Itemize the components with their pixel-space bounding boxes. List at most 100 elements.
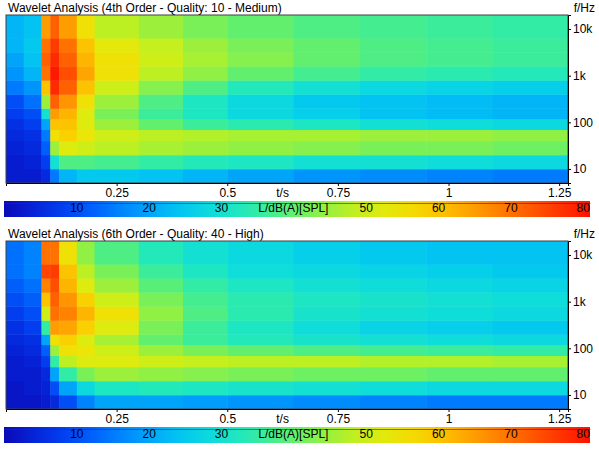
heatmap-cell xyxy=(227,130,294,142)
heatmap-cell xyxy=(360,52,427,67)
heatmap-cell xyxy=(6,130,24,142)
colorbar-tick-label: 60 xyxy=(432,427,446,441)
heatmap-cell xyxy=(493,306,568,321)
heatmap-cell xyxy=(24,320,42,335)
heatmap-cell xyxy=(426,155,493,170)
heatmap-cell xyxy=(183,38,228,53)
colorbar-tick-label: 10 xyxy=(70,427,84,441)
heatmap-cell xyxy=(6,141,24,156)
heatmap-cell xyxy=(426,367,493,382)
heatmap-cell xyxy=(360,119,427,130)
x-tick-label: 0.5 xyxy=(219,186,236,200)
heatmap-cell xyxy=(59,66,77,81)
heatmap-cell xyxy=(50,395,59,409)
heatmap-cell xyxy=(59,15,77,39)
heatmap-cell xyxy=(59,367,77,382)
y-axis-title: f/Hz xyxy=(574,227,595,241)
heatmap-cell xyxy=(24,381,42,396)
heatmap-cell xyxy=(50,38,59,53)
heatmap-cell xyxy=(6,155,24,170)
y-axis-line xyxy=(569,16,572,184)
y-tick: 1k xyxy=(568,295,587,309)
heatmap-cell xyxy=(183,345,228,356)
heatmap-cell xyxy=(77,141,95,156)
heatmap-cell xyxy=(50,108,59,119)
heatmap-cell xyxy=(95,292,140,307)
heatmap-cell xyxy=(50,169,59,183)
heatmap-cell xyxy=(95,334,140,345)
heatmap-cell xyxy=(227,94,294,109)
heatmap-cell xyxy=(493,334,568,345)
heatmap-cell xyxy=(59,345,77,356)
heatmap-cell xyxy=(59,292,77,307)
heatmap-cell xyxy=(426,15,493,39)
heatmap-cell xyxy=(360,278,427,293)
heatmap-cell xyxy=(294,381,361,396)
heatmap-cell xyxy=(6,334,24,345)
heatmap-cell xyxy=(41,94,50,109)
heatmap-cell xyxy=(50,155,59,170)
heatmap-cell xyxy=(493,264,568,279)
colorbar-gradient xyxy=(4,201,590,217)
heatmap-cell xyxy=(493,66,568,81)
heatmap-cell xyxy=(360,367,427,382)
heatmap-cell xyxy=(24,94,42,109)
heatmap-cell xyxy=(59,356,77,368)
heatmap-cell xyxy=(493,108,568,119)
heatmap-cells xyxy=(6,241,568,409)
heatmap-cell xyxy=(294,155,361,170)
x-tick: 0.5 xyxy=(219,409,236,426)
heatmap-cell xyxy=(50,306,59,321)
y-tick-label: 10 xyxy=(573,388,587,402)
x-axis: 0.250.50.7511.25 xyxy=(7,183,572,200)
heatmap-cell xyxy=(294,334,361,345)
heatmap-cell xyxy=(294,66,361,81)
heatmap-cell xyxy=(77,38,95,53)
y-tick-mark xyxy=(568,169,571,170)
heatmap-cell xyxy=(183,306,228,321)
heatmap-cell xyxy=(183,141,228,156)
heatmap-cell xyxy=(95,141,140,156)
heatmap-cell xyxy=(6,278,24,293)
heatmap-cell xyxy=(294,345,361,356)
heatmap-cell xyxy=(77,80,95,95)
heatmap-cell xyxy=(95,52,140,67)
heatmap-cell xyxy=(183,52,228,67)
heatmap-cell xyxy=(59,38,77,53)
colorbar-tick: 30 xyxy=(215,427,229,441)
heatmap-cell xyxy=(139,381,184,396)
heatmap-cell xyxy=(426,130,493,142)
heatmap-cell xyxy=(183,80,228,95)
heatmap-cell xyxy=(77,320,95,335)
heatmap-cell xyxy=(493,395,568,409)
x-axis-title: t/s xyxy=(276,412,289,426)
heatmap-cell xyxy=(139,52,184,67)
heatmap-cell xyxy=(77,345,95,356)
heatmap-cell xyxy=(139,80,184,95)
heatmap-cell xyxy=(139,334,184,345)
heatmap-cell xyxy=(77,66,95,81)
heatmap-cell xyxy=(294,52,361,67)
heatmap-cell xyxy=(493,38,568,53)
heatmap-cell xyxy=(50,66,59,81)
heatmap-cell xyxy=(493,141,568,156)
chart-title: Wavelet Analysis (4th Order - Quality: 1… xyxy=(8,1,282,15)
heatmap-cell xyxy=(294,119,361,130)
y-tick: 1k xyxy=(568,69,587,83)
heatmap-cell xyxy=(139,278,184,293)
y-tick-label: 1k xyxy=(573,69,587,83)
heatmap-cell xyxy=(493,119,568,130)
colorbar-tick: 10 xyxy=(70,201,84,215)
heatmap-cells xyxy=(6,15,568,183)
heatmap-cell xyxy=(360,155,427,170)
heatmap-cell xyxy=(6,108,24,119)
heatmap-cell xyxy=(426,80,493,95)
heatmap-cell xyxy=(77,155,95,170)
heatmap-cell xyxy=(95,356,140,368)
heatmap-cell xyxy=(77,94,95,109)
heatmap-cell xyxy=(426,320,493,335)
heatmap-cell xyxy=(294,264,361,279)
heatmap-cell xyxy=(139,155,184,170)
heatmap-cell xyxy=(6,80,24,95)
heatmap-cell xyxy=(360,356,427,368)
